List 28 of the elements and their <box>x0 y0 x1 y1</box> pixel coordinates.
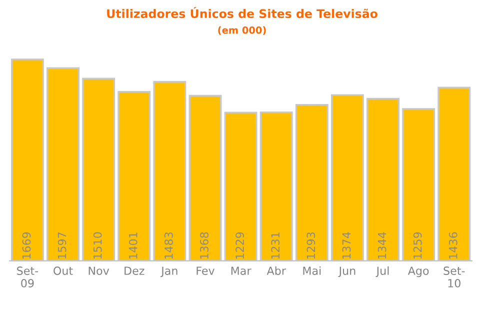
data-label: 1231 <box>271 232 280 259</box>
x-tick-label: Jun <box>338 266 356 278</box>
x-tick-label: Mai <box>303 266 321 275</box>
data-label: 1401 <box>128 232 138 259</box>
chart-title: Utilizadores Únicos de Sites de Televisão <box>107 7 378 18</box>
x-tick-label: Fev <box>196 266 214 275</box>
x-tick-label: Set-09 <box>17 266 38 288</box>
data-label: 1669 <box>22 232 31 259</box>
data-label: 1483 <box>164 232 173 259</box>
x-tick-label: Mar <box>231 266 252 275</box>
data-label: 1259 <box>413 232 422 259</box>
data-label: 1368 <box>200 232 208 259</box>
x-tick-label: Dez <box>124 266 144 275</box>
data-label: 1436 <box>448 232 458 259</box>
x-tick-label: Ago <box>408 266 429 278</box>
x-tick-label: Jul <box>376 266 389 278</box>
data-label: 1293 <box>306 232 316 259</box>
data-label: 1374 <box>342 232 351 259</box>
data-label: 1229 <box>236 232 244 259</box>
data-label: 1510 <box>93 232 102 259</box>
x-tick-label: Abr <box>266 266 286 275</box>
x-tick-label: Set-10 <box>444 266 465 288</box>
x-tick-label: Out <box>54 266 73 275</box>
data-label: 1344 <box>378 232 386 259</box>
x-tick-label: Nov <box>88 266 110 275</box>
chart-subtitle: (em 000) <box>218 26 266 35</box>
data-label: 1597 <box>58 232 66 259</box>
x-tick-label: Jan <box>160 266 178 278</box>
